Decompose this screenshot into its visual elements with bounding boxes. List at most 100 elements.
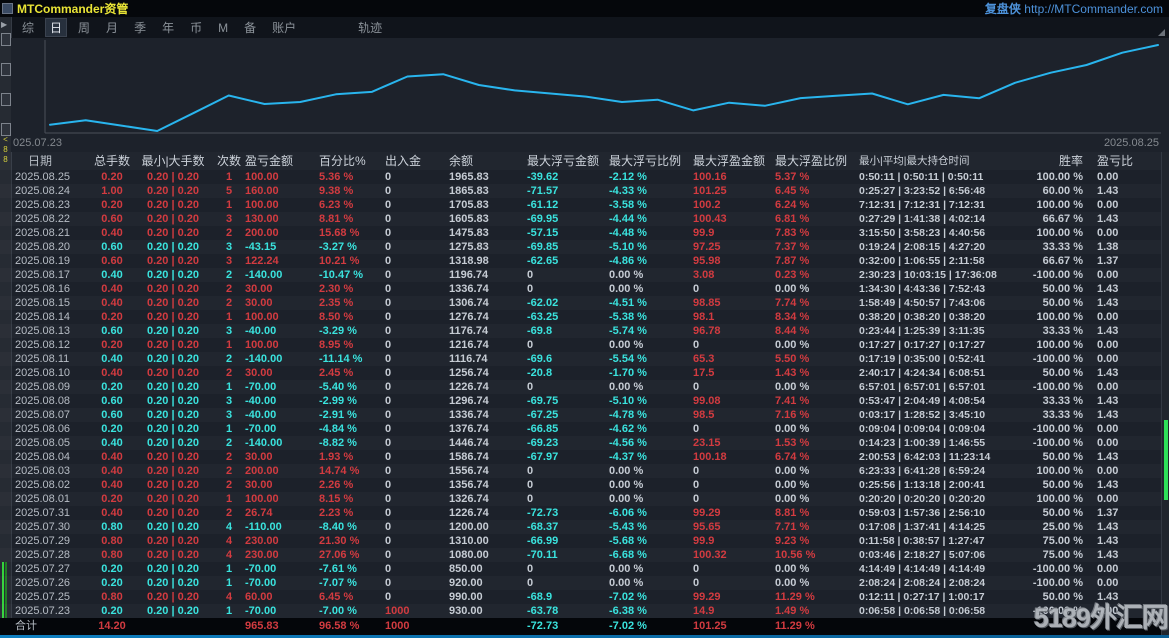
table-cell: 1 <box>225 563 233 575</box>
table-row[interactable]: 2025.08.09 0.20 0.20 | 0.20 1 -70.00 -5.40 % 0… <box>0 380 1169 394</box>
table-cell: -66.99 <box>527 535 559 547</box>
table-cell: 0.00 % <box>609 563 644 575</box>
table-row[interactable]: 2025.08.03 0.40 0.20 | 0.20 2 200.00 14.74 % 0… <box>0 464 1169 478</box>
table-cell: 2025.08.14 <box>15 311 71 323</box>
table-cell: 2.45 % <box>319 367 354 379</box>
table-cell: 0 <box>385 577 392 589</box>
table-cell: 0.00 <box>1097 493 1119 505</box>
tool-box-icon[interactable] <box>1 93 11 106</box>
table-cell: 0.20 | 0.20 <box>146 605 199 617</box>
brand-link[interactable]: 复盘侠 http://MTCommander.com <box>985 0 1163 17</box>
menu-item-综[interactable]: 综 <box>22 21 35 35</box>
table-row[interactable]: 2025.08.11 0.40 0.20 | 0.20 2 -140.00 -11.14 … <box>0 352 1169 366</box>
table-cell: -100.00 % <box>1032 577 1083 589</box>
tool-box-icon[interactable] <box>1 33 11 46</box>
table-cell: 2:00:53 | 6:42:03 | 11:23:14 <box>859 451 991 463</box>
tool-box-icon[interactable] <box>1 123 11 136</box>
menu-item-月[interactable]: 月 <box>106 21 119 35</box>
table-cell: 1.43 % <box>775 367 810 379</box>
table-cell: 0 <box>385 283 392 295</box>
table-row[interactable]: 2025.08.23 0.20 0.20 | 0.20 1 100.00 6.23 % 0 1… <box>0 198 1169 212</box>
table-cell: 96.58 % <box>319 620 360 632</box>
table-cell: 1.53 % <box>775 437 810 449</box>
table-cell: 0.40 <box>101 465 123 477</box>
table-cell: 0.00 <box>1097 227 1119 239</box>
table-cell: 0 <box>385 185 392 197</box>
table-cell: 2025.08.12 <box>15 339 71 351</box>
table-row[interactable]: 2025.08.25 0.20 0.20 | 0.20 1 100.00 5.36 % 0 1… <box>0 170 1169 184</box>
menu-item-周[interactable]: 周 <box>78 21 91 35</box>
table-row[interactable]: 2025.07.25 0.80 0.20 | 0.20 4 60.00 6.45 % 0 99… <box>0 590 1169 604</box>
table-cell: -6.68 % <box>609 549 647 561</box>
table-row[interactable]: 2025.07.29 0.80 0.20 | 0.20 4 230.00 21.30 % 0… <box>0 534 1169 548</box>
resize-grip-icon[interactable] <box>1158 29 1165 36</box>
menu-item-年[interactable]: 年 <box>162 21 175 35</box>
tool-box-icon[interactable] <box>1 63 11 76</box>
table-row[interactable]: 2025.08.22 0.60 0.20 | 0.20 3 130.00 8.81 % 0 1… <box>0 212 1169 226</box>
table-row[interactable]: 2025.07.30 0.80 0.20 | 0.20 4 -110.00 -8.40 %… <box>0 520 1169 534</box>
brand-url[interactable]: http://MTCommander.com <box>1024 2 1163 16</box>
menu-item-轨迹[interactable]: 轨迹 <box>358 21 383 35</box>
table-cell: -100.00 % <box>1032 423 1083 435</box>
table-cell: 2025.08.02 <box>15 479 71 491</box>
table-row[interactable]: 2025.08.20 0.60 0.20 | 0.20 3 -43.15 -3.27 % 0… <box>0 240 1169 254</box>
table-cell: 0 <box>385 311 392 323</box>
table-cell: -61.12 <box>527 199 559 211</box>
table-row[interactable]: 2025.07.28 0.80 0.20 | 0.20 4 230.00 27.06 % 0… <box>0 548 1169 562</box>
table-row[interactable]: 2025.08.06 0.20 0.20 | 0.20 1 -70.00 -4.84 % 0… <box>0 422 1169 436</box>
table-row[interactable]: 2025.08.24 1.00 0.20 | 0.20 5 160.00 9.38 % 0 1… <box>0 184 1169 198</box>
table-row[interactable]: 2025.07.26 0.20 0.20 | 0.20 1 -70.00 -7.07 % 0… <box>0 576 1169 590</box>
table-cell: 1 <box>225 423 233 435</box>
menu-item-账户[interactable]: 账户 <box>272 21 297 35</box>
menu-item-币[interactable]: 币 <box>190 21 203 35</box>
menu-item-M[interactable]: M <box>218 20 229 35</box>
table-row[interactable]: 2025.07.23 0.20 0.20 | 0.20 1 -70.00 -7.00 % 1… <box>0 604 1169 618</box>
table-row[interactable]: 2025.08.15 0.40 0.20 | 0.20 2 30.00 2.35 % 0 13… <box>0 296 1169 310</box>
table-cell: -7.00 % <box>319 605 357 617</box>
table-cell: -4.37 % <box>609 451 647 463</box>
scrollbar-thumb[interactable] <box>1164 420 1168 500</box>
table-cell: 0:27:29 | 1:41:38 | 4:02:14 <box>859 213 986 225</box>
table-cell: 10.21 % <box>319 255 360 267</box>
menu-item-日[interactable]: 日 <box>45 18 68 37</box>
table-row[interactable]: 2025.07.31 0.40 0.20 | 0.20 2 26.74 2.23 % 0 12… <box>0 506 1169 520</box>
menu-item-备[interactable]: 备 <box>244 21 257 35</box>
vertical-scrollbar[interactable] <box>1161 152 1169 636</box>
arrow-right-icon[interactable]: ▶ <box>1 20 8 29</box>
table-row[interactable]: 2025.08.10 0.40 0.20 | 0.20 2 30.00 2.45 % 0 12… <box>0 366 1169 380</box>
table-row[interactable]: 2025.08.08 0.60 0.20 | 0.20 3 -40.00 -2.99 % 0… <box>0 394 1169 408</box>
table-row[interactable]: 2025.07.27 0.20 0.20 | 0.20 1 -70.00 -7.61 % 0… <box>0 562 1169 576</box>
app-icon <box>2 3 13 14</box>
table-cell: -3.58 % <box>609 199 647 211</box>
menu-item-季[interactable]: 季 <box>134 21 147 35</box>
table-cell: 0 <box>385 255 392 267</box>
table-row[interactable]: 2025.08.07 0.60 0.20 | 0.20 3 -40.00 -2.91 % 0… <box>0 408 1169 422</box>
table-cell: -69.85 <box>527 241 559 253</box>
table-row[interactable]: 2025.08.16 0.40 0.20 | 0.20 2 30.00 2.30 % 0 13… <box>0 282 1169 296</box>
table-cell: 11.29 % <box>775 591 815 603</box>
table-cell: 0.40 <box>101 227 123 239</box>
table-row[interactable]: 2025.08.19 0.60 0.20 | 0.20 3 122.24 10.21 % 0… <box>0 254 1169 268</box>
table-cell: 2025.08.23 <box>15 199 71 211</box>
table-row[interactable]: 2025.08.17 0.40 0.20 | 0.20 2 -140.00 -10.47 … <box>0 268 1169 282</box>
table-header-row[interactable]: 日期 总手数 最小|大手数 次数 盈亏金额 百分比% 出入金 余额 最大浮亏金额 最大浮亏比例 最大… <box>0 152 1169 170</box>
table-row[interactable]: 2025.08.04 0.40 0.20 | 0.20 2 30.00 1.93 % 0 15… <box>0 450 1169 464</box>
table-row[interactable]: 2025.08.01 0.20 0.20 | 0.20 1 100.00 8.15 % 0 1… <box>0 492 1169 506</box>
table-row[interactable]: 2025.08.13 0.60 0.20 | 0.20 3 -40.00 -3.29 % 0… <box>0 324 1169 338</box>
table-cell: 1:58:49 | 4:50:57 | 7:43:06 <box>859 297 986 309</box>
table-total-row[interactable]: 合计 14.20 965.83 96.58 % 1000 -72.73 -7.02 % 101… <box>0 618 1169 635</box>
table-cell: 0:23:44 | 1:25:39 | 3:11:35 <box>859 325 985 337</box>
table-cell: -5.10 % <box>609 241 647 253</box>
table-row[interactable]: 2025.08.05 0.40 0.20 | 0.20 2 -140.00 -8.82 %… <box>0 436 1169 450</box>
table-cell: 6.74 % <box>775 451 810 463</box>
table-cell: 100.16 <box>693 171 727 183</box>
table-row[interactable]: 2025.08.12 0.20 0.20 | 0.20 1 100.00 8.95 % 0 1… <box>0 338 1169 352</box>
table-row[interactable]: 2025.08.14 0.20 0.20 | 0.20 1 100.00 8.50 % 0 1… <box>0 310 1169 324</box>
table-cell: 2 <box>225 465 233 477</box>
table-row[interactable]: 2025.08.02 0.40 0.20 | 0.20 2 30.00 2.26 % 0 13… <box>0 478 1169 492</box>
table-cell: -70.00 <box>245 563 277 575</box>
table-row[interactable]: 2025.08.21 0.40 0.20 | 0.20 2 200.00 15.68 % 0… <box>0 226 1169 240</box>
table-cell: 2025.07.29 <box>15 535 71 547</box>
table-cell: 0.20 | 0.20 <box>146 353 199 365</box>
table-cell: 8.81 % <box>775 507 810 519</box>
